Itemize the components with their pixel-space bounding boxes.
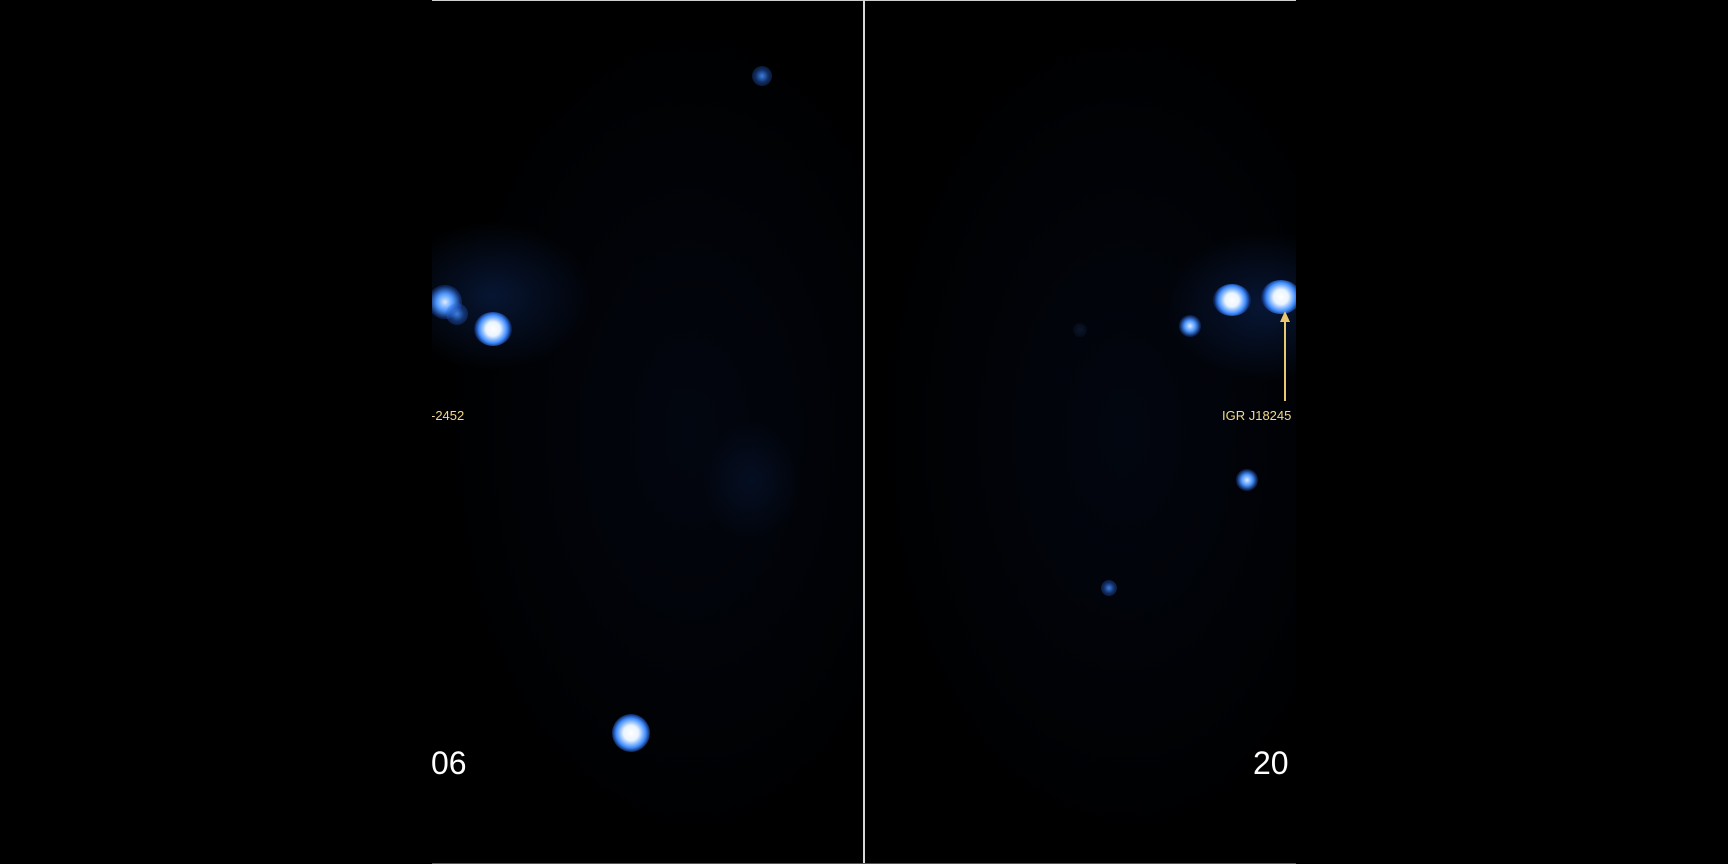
diffuse-glow [702,421,802,541]
pointer-arrow [1284,321,1286,401]
panel-divider [863,0,865,864]
xray-source [1236,469,1258,491]
right-panel-image: IGR J18245 20 [865,1,1296,863]
xray-source [1101,580,1117,596]
left-panel-image: -2452 06 [432,1,863,863]
xray-source [1213,284,1251,316]
year-label: 20 [1253,745,1289,781]
xray-source [612,714,650,752]
comparison-image: -2452 06 IGR J18245 20 [432,0,1296,864]
xray-source [1261,280,1296,314]
arrow-head-icon [1280,311,1290,322]
xray-source [1073,323,1087,337]
xray-source [474,312,512,346]
source-label: IGR J18245 [1222,408,1292,423]
source-label: -2452 [432,408,465,423]
xray-source [446,303,468,325]
xray-source [752,66,772,86]
year-label: 06 [432,745,467,781]
xray-source [1179,315,1201,337]
